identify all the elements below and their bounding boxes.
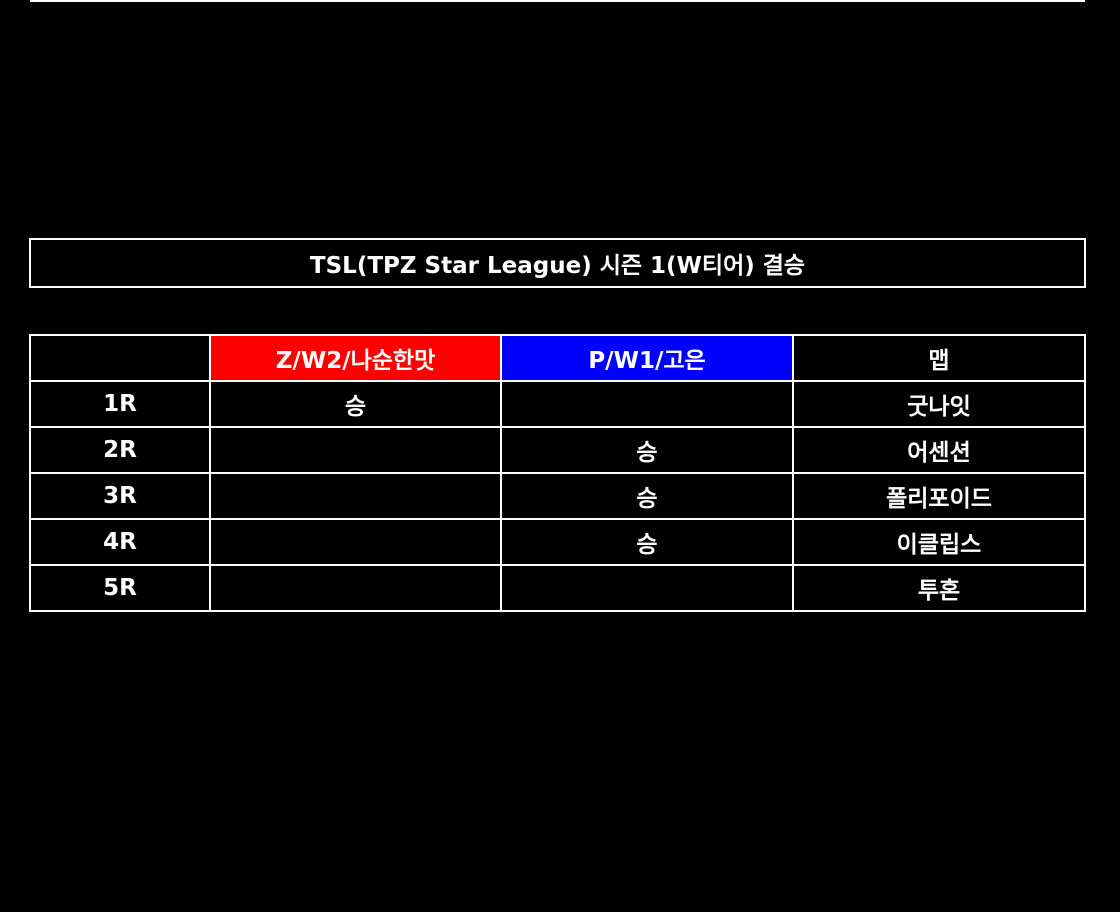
- round-cell: 5R: [29, 564, 211, 612]
- player1-result-cell: 승: [209, 380, 502, 428]
- round-cell: 1R: [29, 380, 211, 428]
- round-cell: 2R: [29, 426, 211, 474]
- match-results-table: Z/W2/나순한맛 P/W1/고은 맵 1R 승 굿나잇 2R 승 어센션 3R…: [29, 334, 1086, 612]
- map-cell: 폴리포이드: [792, 472, 1086, 520]
- player2-result-cell: [500, 380, 794, 428]
- player2-result-cell: 승: [500, 426, 794, 474]
- header-row: Z/W2/나순한맛 P/W1/고은 맵: [29, 334, 1086, 382]
- player1-result-cell: [209, 564, 502, 612]
- table-row: 5R 투혼: [29, 564, 1086, 612]
- map-cell: 이클립스: [792, 518, 1086, 566]
- header-map: 맵: [792, 334, 1086, 382]
- player2-result-cell: 승: [500, 472, 794, 520]
- page-title: TSL(TPZ Star League) 시즌 1(W티어) 결승: [29, 238, 1086, 288]
- player1-result-cell: [209, 518, 502, 566]
- table-row: 3R 승 폴리포이드: [29, 472, 1086, 520]
- map-cell: 어센션: [792, 426, 1086, 474]
- title-text: TSL(TPZ Star League) 시즌 1(W티어) 결승: [309, 253, 806, 279]
- table-row: 1R 승 굿나잇: [29, 380, 1086, 428]
- top-divider: [30, 0, 1085, 2]
- player1-result-cell: [209, 472, 502, 520]
- header-player2: P/W1/고은: [500, 334, 794, 382]
- player1-result-cell: [209, 426, 502, 474]
- player2-result-cell: 승: [500, 518, 794, 566]
- round-cell: 3R: [29, 472, 211, 520]
- table-row: 2R 승 어센션: [29, 426, 1086, 474]
- table-row: 4R 승 이클립스: [29, 518, 1086, 566]
- round-cell: 4R: [29, 518, 211, 566]
- map-cell: 투혼: [792, 564, 1086, 612]
- header-player1: Z/W2/나순한맛: [209, 334, 502, 382]
- map-cell: 굿나잇: [792, 380, 1086, 428]
- player2-result-cell: [500, 564, 794, 612]
- header-round: [29, 334, 211, 382]
